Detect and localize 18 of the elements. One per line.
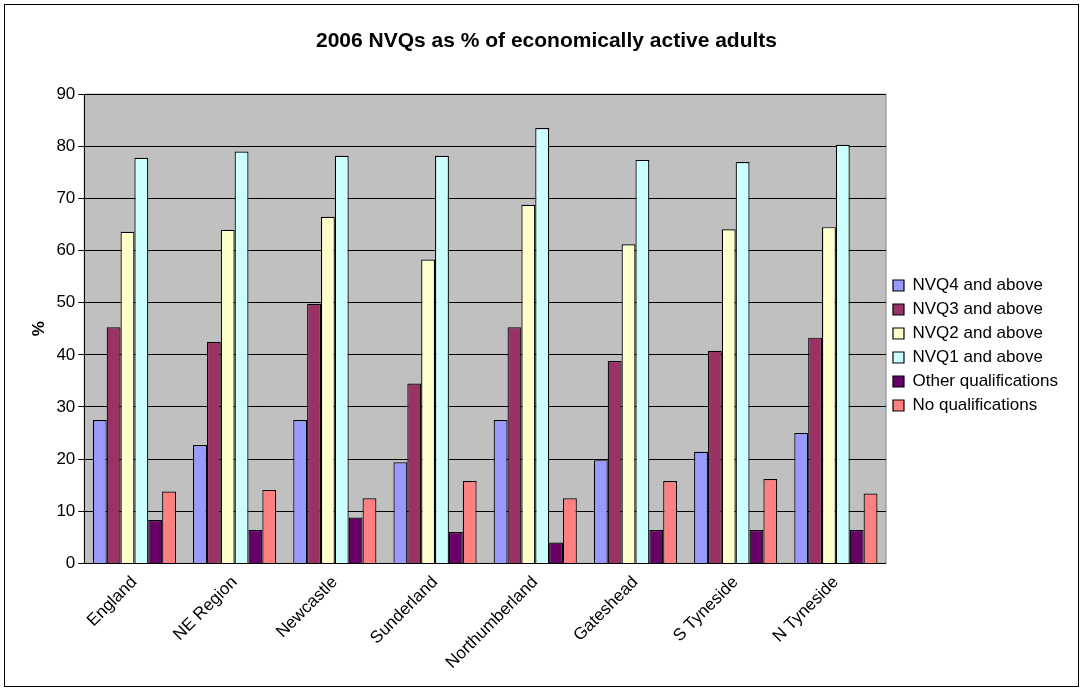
y-tick-label: 0	[65, 553, 76, 573]
y-axis-title: %	[28, 321, 48, 337]
legend-label: NVQ3 and above	[912, 299, 1043, 319]
y-tick-label: 30	[56, 396, 76, 416]
legend-label: NVQ4 and above	[912, 275, 1043, 295]
y-tick-label: 40	[56, 344, 76, 364]
legend-label: NVQ1 and above	[912, 347, 1043, 367]
legend-label: NVQ2 and above	[912, 323, 1043, 343]
y-tick-label: 10	[56, 500, 76, 520]
y-tick-label: 80	[56, 136, 76, 156]
legend-label: Other qualifications	[912, 371, 1059, 391]
y-tick-label: 90	[56, 83, 76, 103]
legend-label: No qualifications	[912, 395, 1038, 415]
chart-title: 2006 NVQs as % of economically active adults	[315, 28, 778, 52]
y-tick-label: 60	[56, 240, 76, 260]
y-tick-label: 70	[56, 188, 76, 208]
y-tick-label: 20	[56, 448, 76, 468]
y-tick-label: 50	[56, 292, 76, 312]
